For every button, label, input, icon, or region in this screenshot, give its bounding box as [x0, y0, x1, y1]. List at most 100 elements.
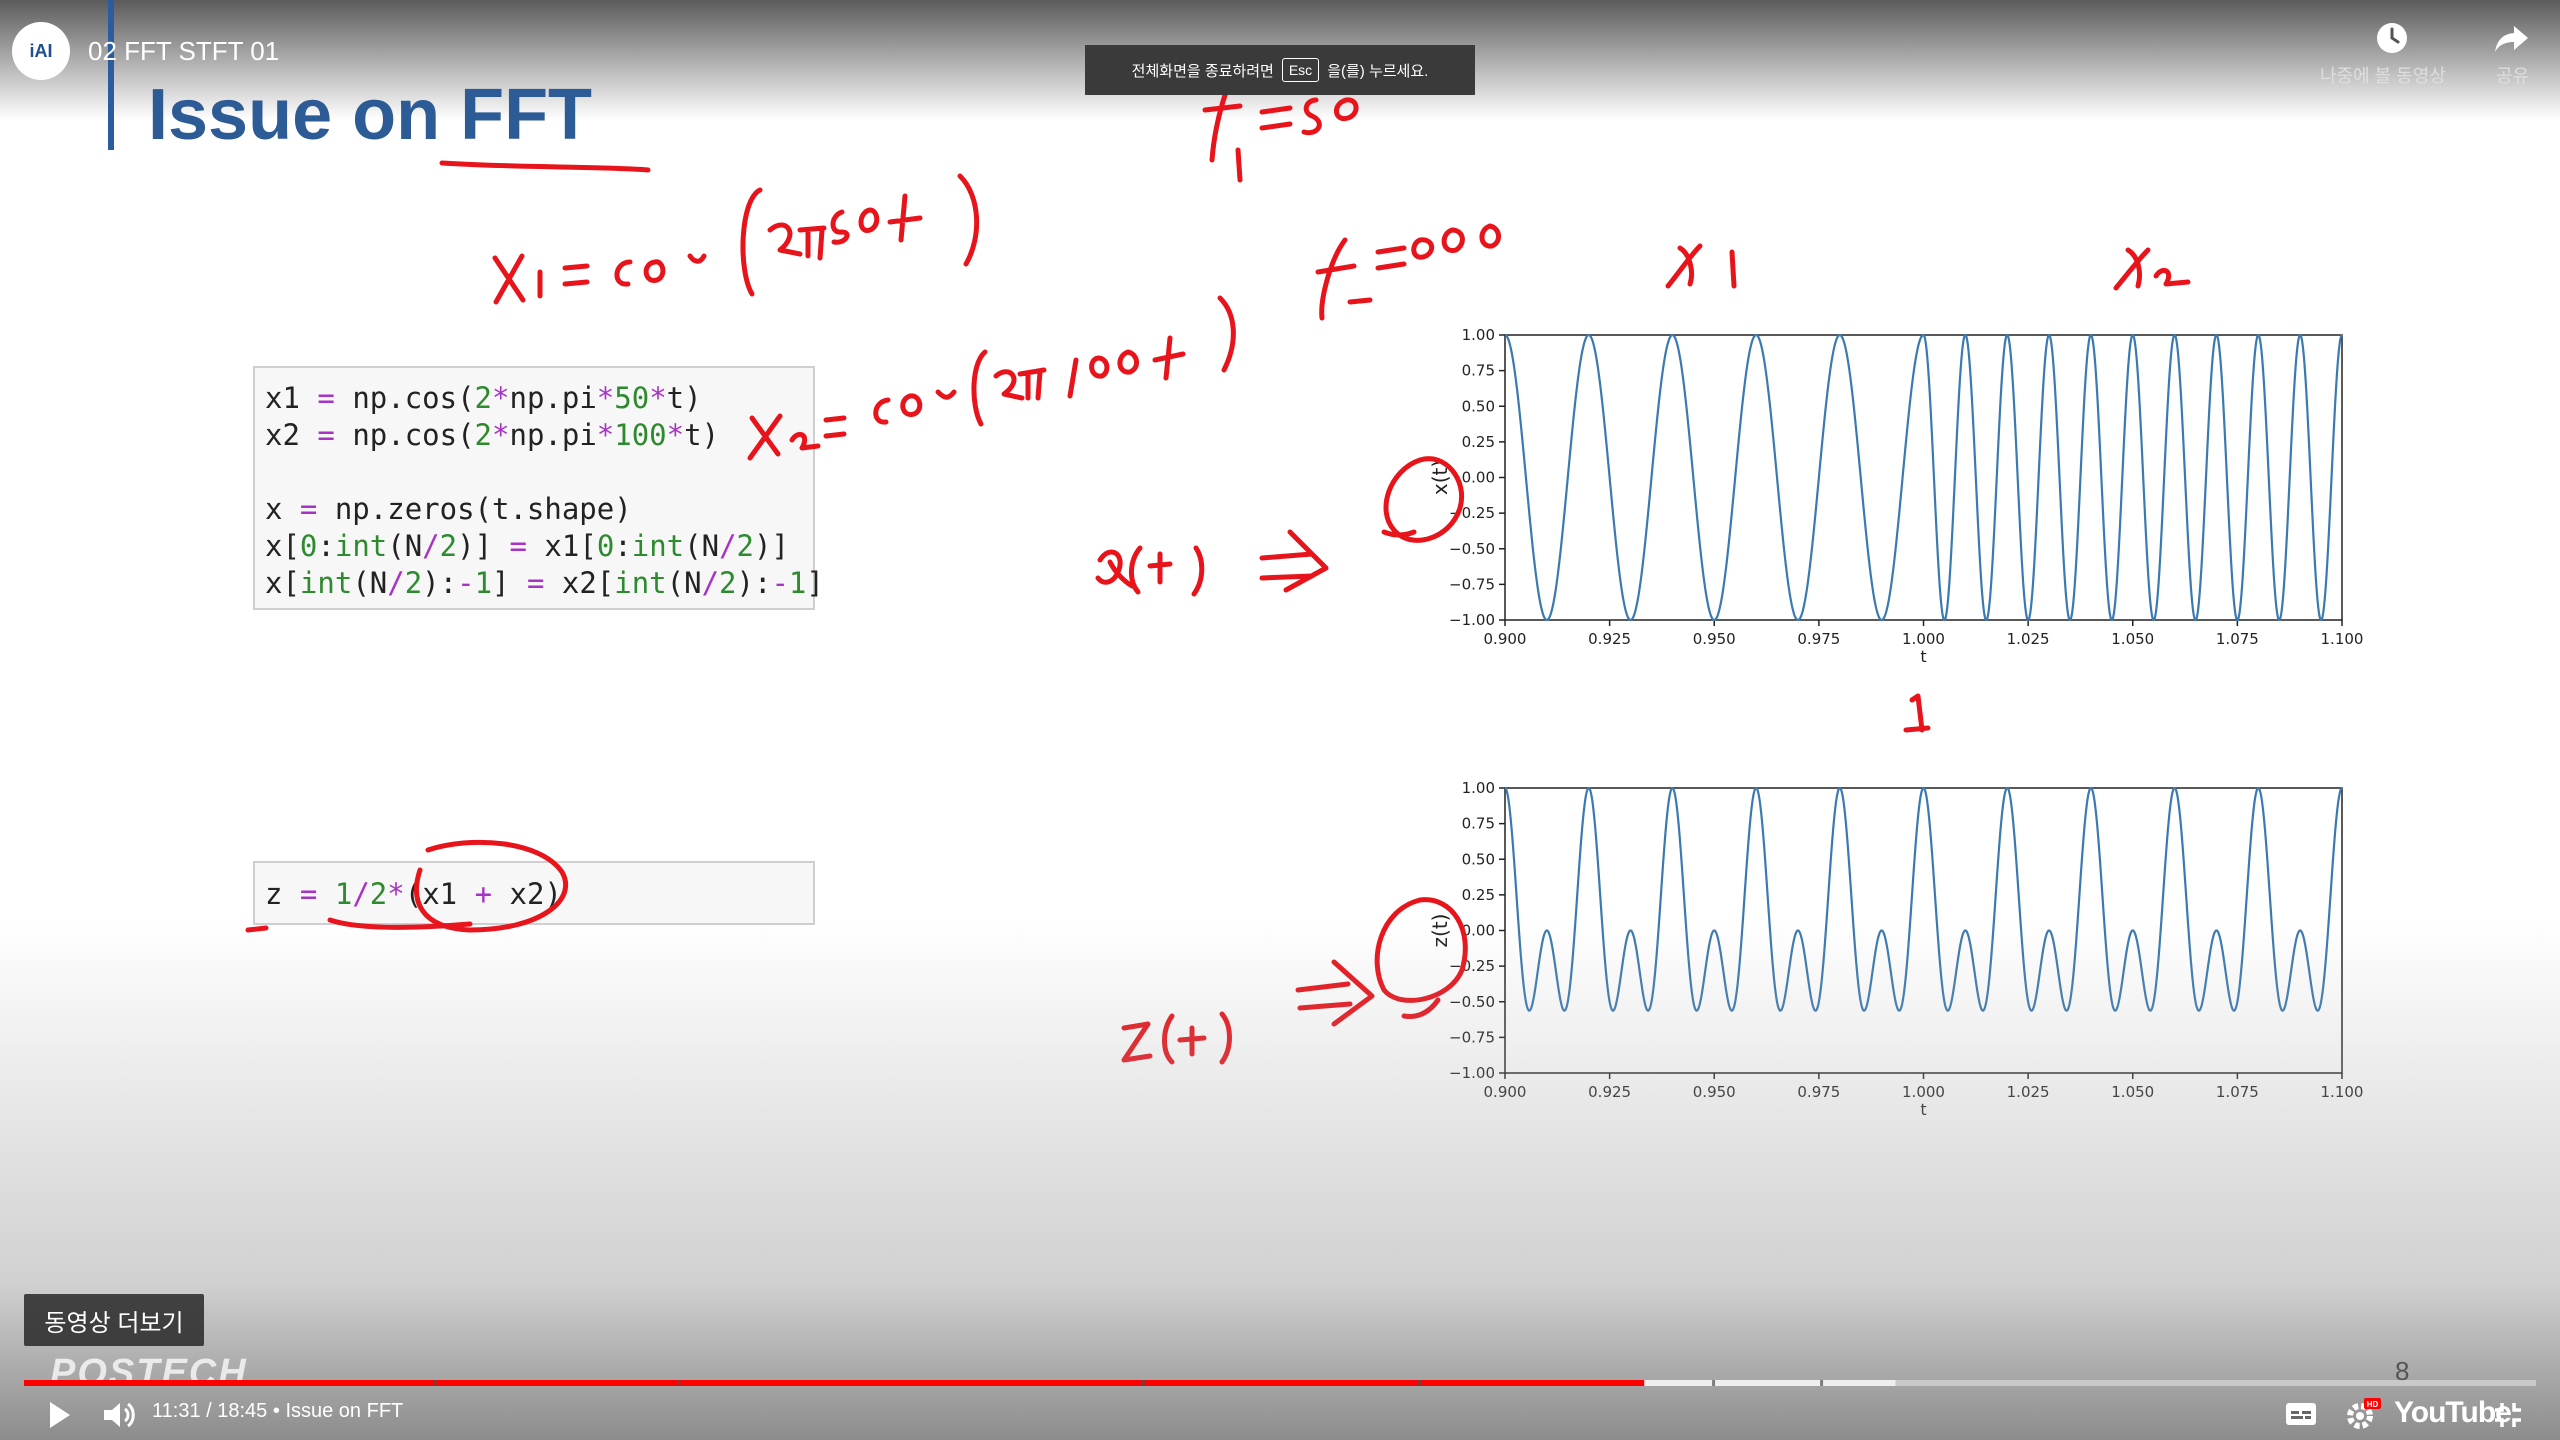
code-line: z = 1/2*(x1 + x2)	[265, 876, 813, 913]
code-token: 2	[404, 566, 423, 600]
plot-x-of-t: 0.900 0.925 0.950 0.975 1.000 1.025 1.050 1.075…	[1430, 326, 2364, 666]
y-tick-label: −0.75	[1449, 575, 1495, 593]
time-current: 11:31	[152, 1400, 201, 1422]
x-axis-label: t	[1920, 647, 1926, 666]
code-token: 2	[474, 418, 493, 452]
code-token: 1	[474, 566, 493, 600]
x-tick-label: 0.950	[1693, 630, 1736, 648]
ink-title-underline	[439, 160, 651, 173]
code-line: x1 = np.cos(2*np.pi*50*t)	[265, 380, 813, 417]
chapter-marker	[1820, 1380, 1824, 1386]
code-token: =	[526, 566, 545, 600]
code-token: /	[719, 529, 737, 563]
y-tick-label: −1.00	[1449, 611, 1495, 629]
code-token: /	[701, 566, 720, 600]
ink-x2-eq	[747, 295, 1236, 461]
ink-xt-arrow	[1095, 529, 1329, 597]
watch-later-icon[interactable]	[2372, 18, 2412, 58]
chapter-title[interactable]: Issue on FFT	[285, 1400, 404, 1422]
code-token: :	[317, 529, 335, 563]
y-tick-label: 1.00	[1462, 326, 1495, 344]
play-icon[interactable]	[44, 1398, 74, 1432]
channel-avatar[interactable]: iAI	[12, 22, 70, 80]
code-token: int	[299, 566, 353, 600]
code-token: t)	[666, 381, 702, 415]
code-token: int	[334, 529, 388, 563]
code-line	[265, 454, 813, 491]
code-token: *	[666, 418, 685, 452]
slide-title: Issue on FFT	[148, 75, 593, 155]
code-token: *	[492, 381, 510, 415]
volume-icon[interactable]	[100, 1398, 140, 1432]
code-token: 100	[614, 418, 667, 452]
subtitles-icon[interactable]	[2284, 1400, 2318, 1428]
chapter-marker	[1712, 1380, 1716, 1386]
code-token: 2	[439, 529, 458, 563]
code-token: np.zeros(t.shape)	[317, 492, 632, 526]
code-token: 2	[736, 529, 754, 563]
x-tick-label: 1.025	[2007, 630, 2050, 648]
esc-toast-after: 을(를) 누르세요.	[1327, 62, 1429, 80]
time-and-chapter: 11:31 / 18:45 • Issue on FFT	[152, 1400, 403, 1423]
y-tick-label: 1.00	[1462, 779, 1495, 797]
share-icon[interactable]	[2492, 18, 2532, 58]
y-tick-label: 0.25	[1462, 886, 1495, 904]
x-tick-label: 0.975	[1797, 630, 1840, 648]
ink-x1-eq	[492, 173, 980, 305]
code-token: x2)	[492, 877, 562, 911]
settings-icon[interactable]: HD	[2342, 1396, 2382, 1432]
ink-f2	[1315, 223, 1501, 321]
more-videos-button[interactable]: 동영상 더보기	[24, 1294, 204, 1346]
code-line: x = np.zeros(t.shape)	[265, 491, 813, 528]
code-token: /	[422, 529, 440, 563]
video-title[interactable]: 02 FFT STFT 01	[88, 36, 280, 66]
code-token: 0	[596, 529, 615, 563]
code-token: (N	[387, 529, 423, 563]
bottom-gradient	[0, 920, 2560, 1440]
code-token: -	[771, 566, 789, 600]
y-tick-label: 0.75	[1462, 815, 1495, 833]
code-token: 2	[369, 877, 388, 911]
code-token: (N	[666, 566, 702, 600]
slide-number: 8	[2395, 1356, 2410, 1386]
share-label[interactable]: 공유	[2496, 66, 2530, 86]
plot-series-line	[1504, 333, 2343, 622]
y-axis-label: x(t)	[1430, 460, 1452, 495]
code-token: =	[317, 418, 335, 452]
code-token: np.cos(	[334, 381, 475, 415]
esc-toast-before: 전체화면을 종료하려면	[1131, 62, 1274, 80]
code-token: x1[	[526, 529, 597, 563]
code-token: z	[265, 877, 300, 911]
code-block-1: x1 = np.cos(2*np.pi*50*t) x2 = np.cos(2*n…	[253, 366, 824, 610]
code-token: np.pi	[509, 418, 597, 452]
code-token: x2[	[544, 566, 615, 600]
youtube-logo[interactable]: YouTube	[2394, 1396, 2512, 1429]
postech-watermark: POSTECH	[50, 1352, 248, 1394]
watch-later-label[interactable]: 나중에 볼 동영상	[2320, 66, 2446, 86]
x-tick-label: 0.925	[1588, 630, 1631, 648]
code-token: x	[265, 492, 300, 526]
time-total: 18:45	[217, 1400, 268, 1422]
code-token: np.pi	[509, 381, 597, 415]
code-token: =	[299, 492, 318, 526]
y-tick-label: 0.50	[1462, 850, 1495, 868]
x-tick-label: 1.100	[2321, 630, 2364, 648]
ink-one-marker	[1903, 693, 1931, 733]
code-token: =	[299, 877, 318, 911]
code-token: *	[596, 418, 615, 452]
code-token: /	[352, 877, 370, 911]
code-line: x2 = np.cos(2*np.pi*100*t)	[265, 417, 813, 454]
code-token: *	[387, 877, 405, 911]
fullscreen-exit-icon[interactable]	[2492, 1400, 2524, 1430]
code-token: int	[631, 529, 685, 563]
code-line: x[int(N/2):-1] = x2[int(N/2):-1]	[265, 565, 824, 602]
chapter-marker	[1141, 1380, 1145, 1386]
x-tick-label: 1.075	[2216, 630, 2259, 648]
chapter-marker	[677, 1380, 681, 1386]
code-token: x[	[265, 566, 300, 600]
esc-key-badge: Esc	[1281, 58, 1320, 82]
x-tick-label: 0.900	[1484, 630, 1527, 648]
code-token: 1	[788, 566, 807, 600]
progress-bar[interactable]	[24, 1380, 2536, 1386]
